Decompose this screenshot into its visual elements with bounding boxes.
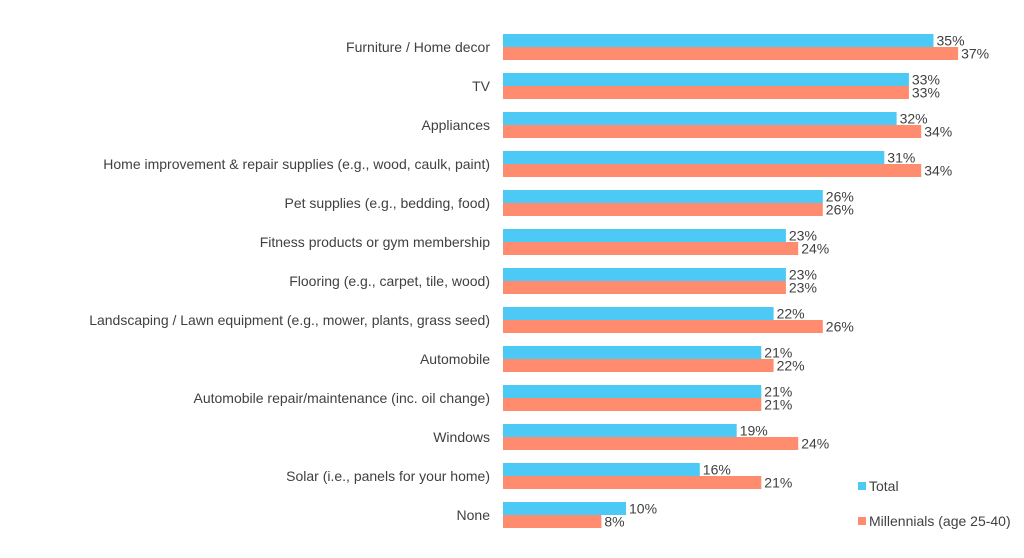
bar-millennials-age-25-40-flooring-e-g-carpet-tile-wood: [503, 281, 786, 294]
value-label-millennials-age-25-40-home-improvement-repair-supplies-e-g-wood-caulk-paint: 34%: [924, 163, 952, 179]
bar-millennials-age-25-40-landscaping-lawn-equipment-e-g-mower-plants-grass-seed: [503, 320, 823, 333]
value-label-total-appliances: 32%: [900, 111, 928, 127]
value-label-total-none: 10%: [629, 501, 657, 517]
bar-total-pet-supplies-e-g-bedding-food: [503, 190, 823, 203]
category-label-flooring-e-g-carpet-tile-wood: Flooring (e.g., carpet, tile, wood): [289, 273, 490, 289]
category-label-home-improvement-repair-supplies-e-g-wood-caulk-paint: Home improvement & repair supplies (e.g.…: [103, 156, 490, 172]
bar-millennials-age-25-40-fitness-products-or-gym-membership: [503, 242, 799, 255]
legend-swatch-total: [858, 482, 866, 490]
value-label-millennials-age-25-40-appliances: 34%: [924, 124, 952, 140]
value-label-total-tv: 33%: [912, 72, 940, 88]
bar-millennials-age-25-40-automobile-repair-maintenance-inc-oil-change: [503, 398, 762, 411]
value-label-total-automobile-repair-maintenance-inc-oil-change: 21%: [764, 384, 792, 400]
bar-total-none: [503, 502, 626, 515]
value-label-total-solar-i-e-panels-for-your-home: 16%: [703, 462, 731, 478]
bar-total-fitness-products-or-gym-membership: [503, 229, 786, 242]
bar-total-tv: [503, 73, 909, 86]
bar-millennials-age-25-40-pet-supplies-e-g-bedding-food: [503, 203, 823, 216]
bar-millennials-age-25-40-tv: [503, 86, 909, 99]
legend-swatch-millennials-age-25-40: [858, 517, 866, 525]
legend-label-total: Total: [869, 478, 899, 494]
value-label-millennials-age-25-40-landscaping-lawn-equipment-e-g-mower-plants-grass-seed: 26%: [826, 319, 854, 335]
category-label-tv: TV: [472, 78, 491, 94]
value-label-total-automobile: 21%: [764, 345, 792, 361]
bar-millennials-age-25-40-solar-i-e-panels-for-your-home: [503, 476, 762, 489]
category-label-pet-supplies-e-g-bedding-food: Pet supplies (e.g., bedding, food): [285, 195, 490, 211]
category-label-windows: Windows: [433, 429, 490, 445]
bar-millennials-age-25-40-home-improvement-repair-supplies-e-g-wood-caulk-paint: [503, 164, 922, 177]
legend: Total Millennials (age 25-40): [858, 478, 1011, 529]
bar-total-appliances: [503, 112, 897, 125]
category-label-solar-i-e-panels-for-your-home: Solar (i.e., panels for your home): [286, 468, 490, 484]
value-label-total-furniture-home-decor: 35%: [937, 33, 965, 49]
bar-total-landscaping-lawn-equipment-e-g-mower-plants-grass-seed: [503, 307, 774, 320]
category-label-landscaping-lawn-equipment-e-g-mower-plants-grass-seed: Landscaping / Lawn equipment (e.g., mowe…: [89, 312, 490, 328]
value-label-millennials-age-25-40-solar-i-e-panels-for-your-home: 21%: [764, 475, 792, 491]
value-label-millennials-age-25-40-windows: 24%: [801, 436, 829, 452]
value-label-total-flooring-e-g-carpet-tile-wood: 23%: [789, 267, 817, 283]
value-label-millennials-age-25-40-flooring-e-g-carpet-tile-wood: 23%: [789, 280, 817, 296]
category-label-automobile: Automobile: [420, 351, 490, 367]
value-label-millennials-age-25-40-fitness-products-or-gym-membership: 24%: [801, 241, 829, 257]
value-label-total-landscaping-lawn-equipment-e-g-mower-plants-grass-seed: 22%: [777, 306, 805, 322]
bar-millennials-age-25-40-appliances: [503, 125, 922, 138]
value-label-total-home-improvement-repair-supplies-e-g-wood-caulk-paint: 31%: [887, 150, 915, 166]
category-label-none: None: [457, 507, 491, 523]
bar-total-solar-i-e-panels-for-your-home: [503, 463, 700, 476]
legend-label-millennials-age-25-40: Millennials (age 25-40): [869, 513, 1011, 529]
bar-total-furniture-home-decor: [503, 34, 934, 47]
category-label-appliances: Appliances: [422, 117, 491, 133]
value-label-total-pet-supplies-e-g-bedding-food: 26%: [826, 189, 854, 205]
value-label-millennials-age-25-40-pet-supplies-e-g-bedding-food: 26%: [826, 202, 854, 218]
bar-millennials-age-25-40-none: [503, 515, 602, 528]
bar-millennials-age-25-40-windows: [503, 437, 799, 450]
bar-total-home-improvement-repair-supplies-e-g-wood-caulk-paint: [503, 151, 885, 164]
value-label-millennials-age-25-40-tv: 33%: [912, 85, 940, 101]
bar-total-flooring-e-g-carpet-tile-wood: [503, 268, 786, 281]
category-label-automobile-repair-maintenance-inc-oil-change: Automobile repair/maintenance (inc. oil …: [194, 390, 491, 406]
value-label-millennials-age-25-40-none: 8%: [604, 514, 624, 530]
category-label-furniture-home-decor: Furniture / Home decor: [346, 39, 490, 55]
value-label-total-windows: 19%: [740, 423, 768, 439]
labels-group: Furniture / Home decor 35%37% TV 33%33% Appl…: [89, 33, 989, 530]
bars-group: [503, 34, 959, 528]
category-label-fitness-products-or-gym-membership: Fitness products or gym membership: [260, 234, 491, 250]
value-label-millennials-age-25-40-furniture-home-decor: 37%: [961, 46, 989, 62]
bar-total-windows: [503, 424, 737, 437]
bar-total-automobile-repair-maintenance-inc-oil-change: [503, 385, 762, 398]
bar-millennials-age-25-40-furniture-home-decor: [503, 47, 959, 60]
bar-millennials-age-25-40-automobile: [503, 359, 774, 372]
bar-total-automobile: [503, 346, 762, 359]
value-label-millennials-age-25-40-automobile: 22%: [777, 358, 805, 374]
value-label-millennials-age-25-40-automobile-repair-maintenance-inc-oil-change: 21%: [764, 397, 792, 413]
value-label-total-fitness-products-or-gym-membership: 23%: [789, 228, 817, 244]
